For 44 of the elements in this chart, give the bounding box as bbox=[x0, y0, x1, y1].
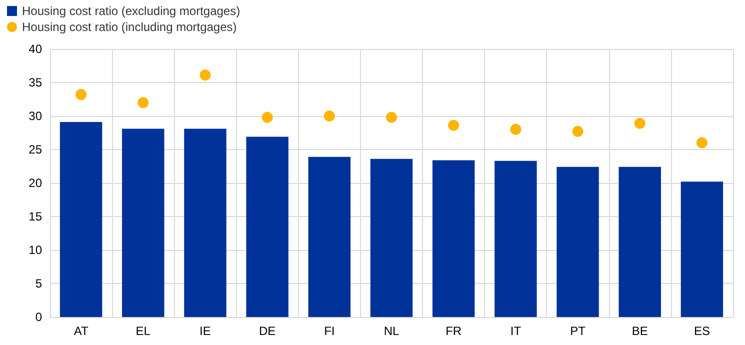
point bbox=[572, 126, 584, 137]
x-tick-label: FI bbox=[324, 324, 335, 338]
bar bbox=[618, 166, 661, 317]
x-tick-label: IT bbox=[510, 324, 522, 338]
y-tick-label: 40 bbox=[28, 42, 42, 56]
point bbox=[696, 137, 708, 148]
x-tick-label: BE bbox=[632, 324, 648, 338]
bar bbox=[246, 136, 288, 317]
y-tick-label: 30 bbox=[28, 109, 42, 123]
point bbox=[138, 97, 149, 108]
point bbox=[262, 112, 273, 123]
x-tick-label: EL bbox=[136, 324, 151, 338]
x-tick-label: IE bbox=[200, 324, 211, 338]
point bbox=[200, 70, 211, 81]
y-tick-label: 35 bbox=[28, 76, 42, 90]
y-tick-label: 25 bbox=[28, 142, 42, 156]
legend-label: Housing cost ratio (excluding mortgages) bbox=[22, 4, 240, 18]
legend-label: Housing cost ratio (including mortgages) bbox=[22, 20, 237, 34]
y-tick-label: 5 bbox=[35, 276, 42, 290]
bar bbox=[122, 128, 164, 317]
point bbox=[386, 112, 397, 123]
bar bbox=[432, 160, 475, 317]
point bbox=[76, 89, 87, 100]
point bbox=[634, 118, 646, 129]
x-tick-label: ES bbox=[694, 324, 710, 338]
x-tick-label: DE bbox=[258, 324, 276, 338]
bar bbox=[308, 156, 351, 317]
y-tick-label: 20 bbox=[28, 176, 42, 190]
bar bbox=[494, 160, 537, 317]
bar bbox=[60, 122, 102, 317]
y-tick-label: 10 bbox=[28, 243, 42, 257]
point bbox=[448, 120, 460, 131]
bar bbox=[680, 182, 724, 317]
x-tick-label: AT bbox=[74, 324, 89, 338]
x-tick-label: NL bbox=[384, 324, 400, 338]
bar bbox=[556, 166, 599, 317]
bar bbox=[184, 128, 226, 317]
point bbox=[510, 124, 522, 135]
x-tick-label: FR bbox=[446, 324, 462, 338]
y-tick-label: 0 bbox=[35, 310, 42, 324]
x-tick-label: PT bbox=[570, 324, 586, 338]
bar bbox=[370, 158, 413, 317]
point bbox=[324, 110, 335, 122]
y-tick-label: 15 bbox=[28, 210, 42, 224]
